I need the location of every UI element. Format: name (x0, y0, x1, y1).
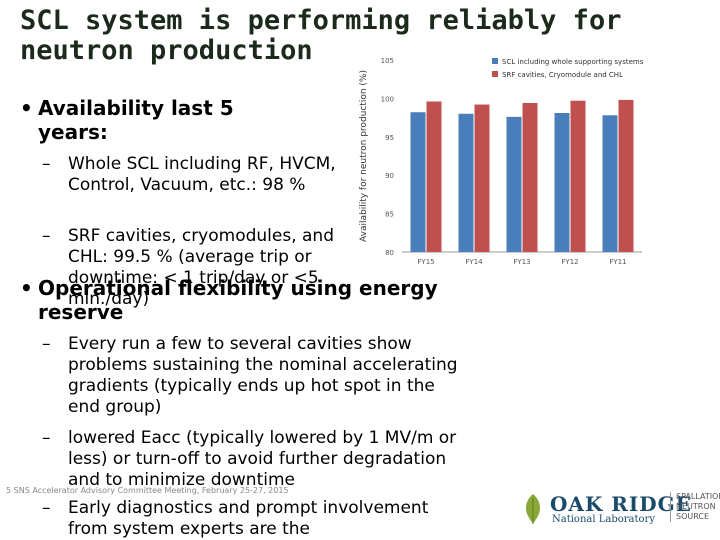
bar-fy13-series-1 (506, 116, 522, 252)
sub-bullet-dash: – (42, 226, 51, 246)
sub-bullet-dash: – (42, 428, 51, 448)
sub-bullet-lowered-eacc-text: lowered Eacc (typically lowered by 1 MV/… (68, 428, 457, 490)
sub-bullet-dash: – (42, 334, 51, 354)
logo-national-laboratory: National Laboratory (552, 514, 655, 525)
oak-leaf-icon (525, 494, 541, 524)
x-tick-label: FY14 (465, 258, 483, 266)
bullet-operational-flexibility: • Operational flexibility using energy r… (20, 276, 478, 324)
bar-fy11-series-2 (618, 99, 634, 252)
sub-bullet-every-run: – Every run a few to several cavities sh… (42, 334, 468, 418)
bar-fy13-series-2 (522, 103, 538, 252)
y-tick-label: 105 (381, 57, 394, 65)
page-title: SCL system is performing reliably for ne… (20, 5, 622, 66)
bar-fy12-series-1 (554, 112, 570, 252)
logo-sns: SPALLATION NEUTRON SOURCE (670, 492, 720, 522)
bullet-availability-text: Availability last 5 years: (38, 96, 234, 144)
bullet-operational-flexibility-text: Operational flexibility using energy res… (38, 276, 438, 324)
x-tick-label: FY11 (609, 258, 626, 266)
x-tick-label: FY13 (513, 258, 530, 266)
sub-bullet-lowered-eacc: – lowered Eacc (typically lowered by 1 M… (42, 428, 468, 491)
y-tick-label: 90 (385, 172, 394, 180)
y-tick-label: 95 (385, 134, 394, 142)
sub-bullet-srf: – SRF cavities, cryomodules, and CHL: 99… (42, 226, 338, 310)
footer-page-number: 5 (6, 486, 12, 495)
logo-oak-ridge: OAK RIDGE (550, 492, 692, 516)
y-axis-label: Availability for neutron production (%) (359, 70, 369, 242)
bullet-dot: • (20, 96, 33, 120)
availability-bar-chart: Availability for neutron production (%) 8… (352, 50, 652, 280)
y-tick-label: 85 (385, 211, 394, 219)
bullet-dot: • (20, 276, 33, 300)
sub-bullet-srf-text: SRF cavities, cryomodules, and CHL: 99.5… (68, 226, 334, 309)
ornl-logo: OAK RIDGE National Laboratory SPALLATION… (520, 490, 720, 530)
bar-fy11-series-1 (602, 115, 618, 253)
y-tick-label: 80 (385, 249, 394, 257)
sub-bullet-dash: – (42, 498, 51, 518)
x-tick-label: FY15 (417, 258, 434, 266)
legend-swatch-1 (492, 58, 498, 64)
legend-swatch-2 (492, 71, 498, 77)
sub-bullet-every-run-text: Every run a few to several cavities show… (68, 334, 458, 417)
bar-fy12-series-2 (570, 100, 586, 252)
footer: 5 SNS Accelerator Advisory Committee Mee… (6, 486, 289, 495)
bar-fy15-series-2 (426, 101, 442, 252)
footer-text: SNS Accelerator Advisory Committee Meeti… (13, 486, 289, 495)
legend-label-1: SCL including whole supporting systems (502, 58, 644, 66)
sub-bullet-early-diagnostics: – Early diagnostics and prompt involveme… (42, 498, 468, 540)
y-tick-label: 100 (381, 95, 394, 103)
bar-fy14-series-2 (474, 104, 490, 252)
bar-fy14-series-1 (458, 113, 474, 252)
x-tick-label: FY12 (561, 258, 578, 266)
sub-bullet-whole-scl-text: Whole SCL including RF, HVCM, Control, V… (68, 154, 336, 195)
bullet-availability: • Availability last 5 years: (20, 96, 268, 144)
legend-label-2: SRF cavities, Cryomodule and CHL (502, 71, 623, 79)
bar-fy15-series-1 (410, 112, 426, 252)
sub-bullet-whole-scl: – Whole SCL including RF, HVCM, Control,… (42, 154, 338, 196)
sub-bullet-early-diagnostics-text: Early diagnostics and prompt involvement… (68, 498, 429, 539)
sub-bullet-dash: – (42, 154, 51, 174)
